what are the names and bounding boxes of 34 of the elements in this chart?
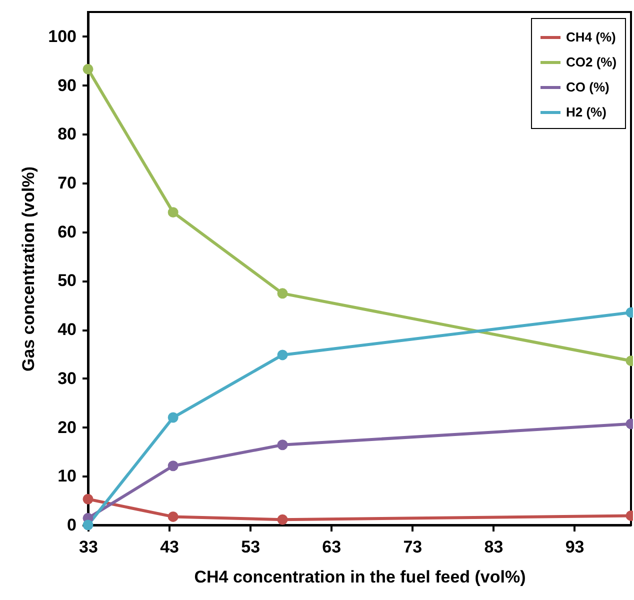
y-tick-label: 80 [58, 124, 76, 144]
x-tick-label: 53 [241, 538, 260, 556]
point [277, 440, 288, 450]
y-tick-label: 20 [58, 418, 76, 437]
y-tick-label: 70 [58, 174, 76, 192]
y-tick-label: 10 [58, 466, 76, 486]
y-axis-title: Gas concentration (vol%) [19, 166, 38, 372]
point [168, 460, 178, 472]
x-tick-label: 63 [322, 538, 342, 556]
point [277, 288, 288, 299]
x-tick-label: 73 [403, 538, 422, 556]
point [168, 511, 178, 522]
y-tick-label: 40 [58, 320, 76, 340]
point [168, 207, 178, 218]
legend-label: CO (%) [566, 80, 610, 94]
x-tick-label: 83 [484, 538, 504, 556]
x-tick-label: 43 [160, 538, 180, 556]
point [277, 350, 288, 360]
y-tick-label: 90 [58, 76, 76, 95]
point [82, 494, 94, 504]
y-tick-label: 60 [58, 222, 76, 242]
point [82, 64, 94, 74]
legend-label: CO2 (%) [566, 54, 617, 70]
x-tick-label: 33 [79, 538, 98, 556]
y-tick-label: 30 [58, 368, 76, 388]
y-tick-label: 50 [58, 271, 76, 290]
x-tick-label: 93 [565, 538, 584, 556]
point [168, 412, 178, 423]
x-axis-title: CH4 concentration in the fuel feed (vol%) [194, 568, 526, 586]
point [277, 514, 288, 525]
legend-label: H2 (%) [566, 104, 606, 120]
legend-label: CH4 (%) [566, 30, 616, 44]
y-tick-label: 0 [67, 516, 76, 534]
y-tick-label: 100 [48, 26, 76, 46]
